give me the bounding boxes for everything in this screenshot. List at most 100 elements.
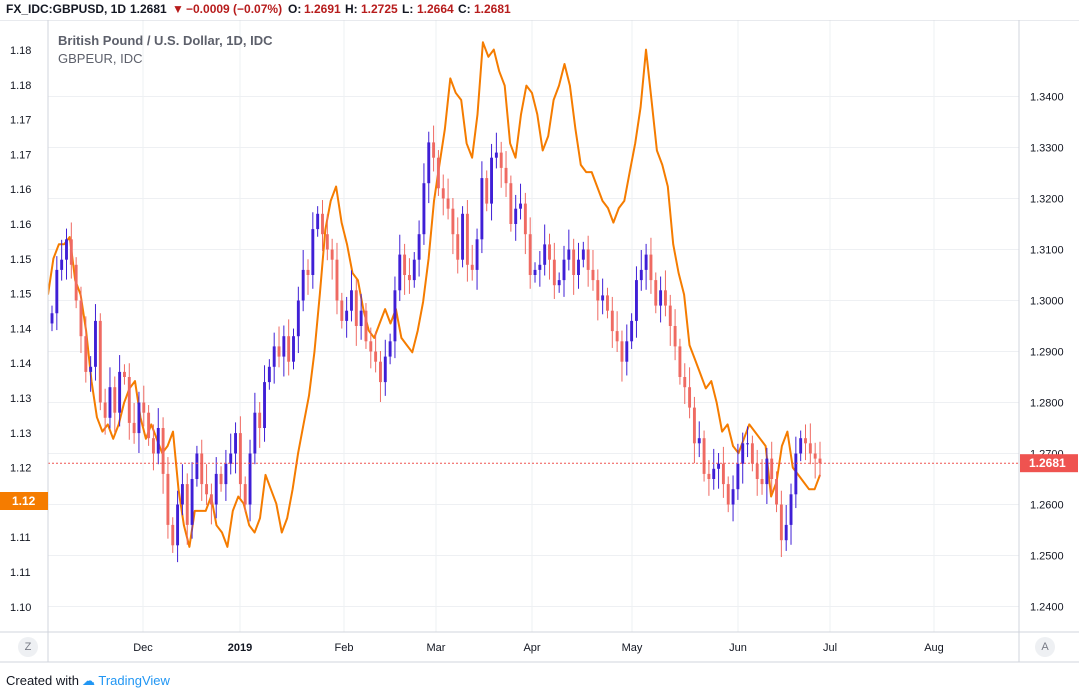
right-tick-label-1: 1.3300	[1030, 143, 1064, 155]
candle-102	[543, 224, 547, 276]
candle-body-82	[446, 198, 450, 209]
left-last-value-badge	[0, 492, 48, 510]
last-price: 1.2681	[130, 2, 167, 16]
candle-body-148	[765, 458, 769, 485]
candle-body-77	[422, 183, 426, 235]
candle-body-51	[296, 300, 300, 337]
right-tick-label-4: 1.3000	[1030, 296, 1064, 308]
candle-body-7	[84, 336, 88, 372]
candle-body-1	[55, 269, 59, 314]
left-tick-label-0: 1.18	[10, 45, 31, 57]
candle-body-69	[383, 356, 387, 383]
axes	[0, 19, 1079, 663]
last-value-badges: 1.2681 1.12	[0, 454, 1078, 510]
candle-body-105	[557, 280, 561, 286]
candle-103	[548, 233, 551, 280]
candle-body-91	[490, 157, 493, 204]
candle-33	[209, 483, 213, 525]
candle-body-49	[287, 336, 291, 362]
candle-body-4	[69, 239, 73, 265]
candle-45	[267, 359, 271, 390]
symbol-title[interactable]: FX_IDC:GBPUSD, 1D	[6, 2, 127, 16]
candle-49	[287, 319, 291, 376]
low-value: 1.2664	[417, 2, 454, 16]
right-tick-label-2: 1.3200	[1030, 194, 1064, 206]
candle-body-46	[272, 346, 276, 367]
candle-14	[118, 355, 122, 427]
candle-11	[103, 388, 107, 435]
candle-28	[185, 473, 189, 545]
candle-body-50	[292, 336, 295, 362]
candle-58	[330, 238, 334, 280]
candle-83	[451, 197, 455, 255]
candle-body-10	[98, 320, 102, 403]
candle-body-63	[354, 290, 358, 326]
candle-body-25	[171, 524, 175, 546]
candle-body-16	[127, 377, 131, 423]
candle-body-111	[586, 249, 590, 270]
main-series-legend[interactable]: British Pound / U.S. Dollar, 1D, IDC	[58, 33, 273, 48]
candle-body-45	[267, 366, 271, 383]
candle-35	[219, 466, 223, 492]
candle-43	[258, 401, 262, 448]
candle-body-68	[379, 361, 382, 383]
candle-51	[296, 286, 300, 354]
candle-body-106	[562, 259, 566, 281]
left-scale-button[interactable]: Z	[18, 637, 38, 657]
candle-61	[345, 296, 349, 338]
tradingview-brand: TradingView	[98, 673, 170, 688]
candle-107	[567, 229, 571, 271]
candle-body-119	[625, 341, 629, 362]
candle-body-40	[243, 484, 247, 505]
right-tick-label-10: 1.2400	[1030, 602, 1064, 614]
x-axis-tick-labels: Dec 2019 Feb Mar Apr May Jun Jul Aug	[133, 642, 944, 654]
candle-152	[784, 505, 788, 551]
candle-body-8	[89, 366, 93, 372]
candle-body-120	[630, 320, 634, 342]
candle-109	[577, 242, 580, 289]
candle-50	[292, 328, 295, 370]
candle-32	[205, 464, 209, 506]
candle-146	[755, 449, 759, 496]
right-tick-label-9: 1.2500	[1030, 551, 1064, 563]
candle-123	[644, 243, 648, 290]
candle-98	[523, 192, 527, 255]
candle-142	[736, 443, 740, 500]
candle-119	[625, 324, 629, 376]
open-label: O:	[288, 2, 302, 16]
candle-138	[717, 452, 721, 489]
candle-body-21	[151, 438, 155, 454]
candle-67	[374, 331, 378, 373]
candle-body-23	[161, 428, 165, 474]
candle-5	[74, 257, 78, 309]
candle-body-108	[572, 249, 576, 275]
candle-27	[180, 464, 184, 516]
candle-106	[562, 245, 566, 297]
left-axis-area	[0, 20, 48, 632]
candle-151	[779, 490, 783, 558]
candle-66	[369, 327, 373, 369]
candle-155	[799, 430, 803, 462]
candle-body-139	[721, 463, 725, 485]
compare-series-legend[interactable]: GBPEUR, IDC	[58, 51, 143, 66]
candle-body-81	[441, 188, 445, 199]
auto-scale-button[interactable]: A	[1035, 637, 1055, 657]
candle-150	[775, 471, 778, 513]
candle-24	[166, 457, 170, 539]
candle-128	[668, 294, 672, 346]
candle-34	[214, 457, 218, 519]
candle-body-149	[770, 458, 774, 479]
candle-19	[142, 385, 146, 427]
candle-111	[586, 235, 590, 287]
left-tick-label-9: 1.14	[10, 358, 31, 370]
candle-body-20	[147, 412, 151, 439]
down-arrow-icon: ▼	[172, 2, 184, 16]
candle-body-152	[784, 524, 788, 541]
candle-10	[98, 313, 102, 411]
tradingview-logo[interactable]: ☁ TradingView	[82, 673, 170, 689]
symbol-header: FX_IDC:GBPUSD, 1D 1.2681 ▼ −0.0009 (−0.0…	[0, 0, 1079, 20]
candle-0	[50, 305, 54, 332]
candle-53	[306, 259, 310, 295]
candle-body-60	[340, 300, 344, 321]
